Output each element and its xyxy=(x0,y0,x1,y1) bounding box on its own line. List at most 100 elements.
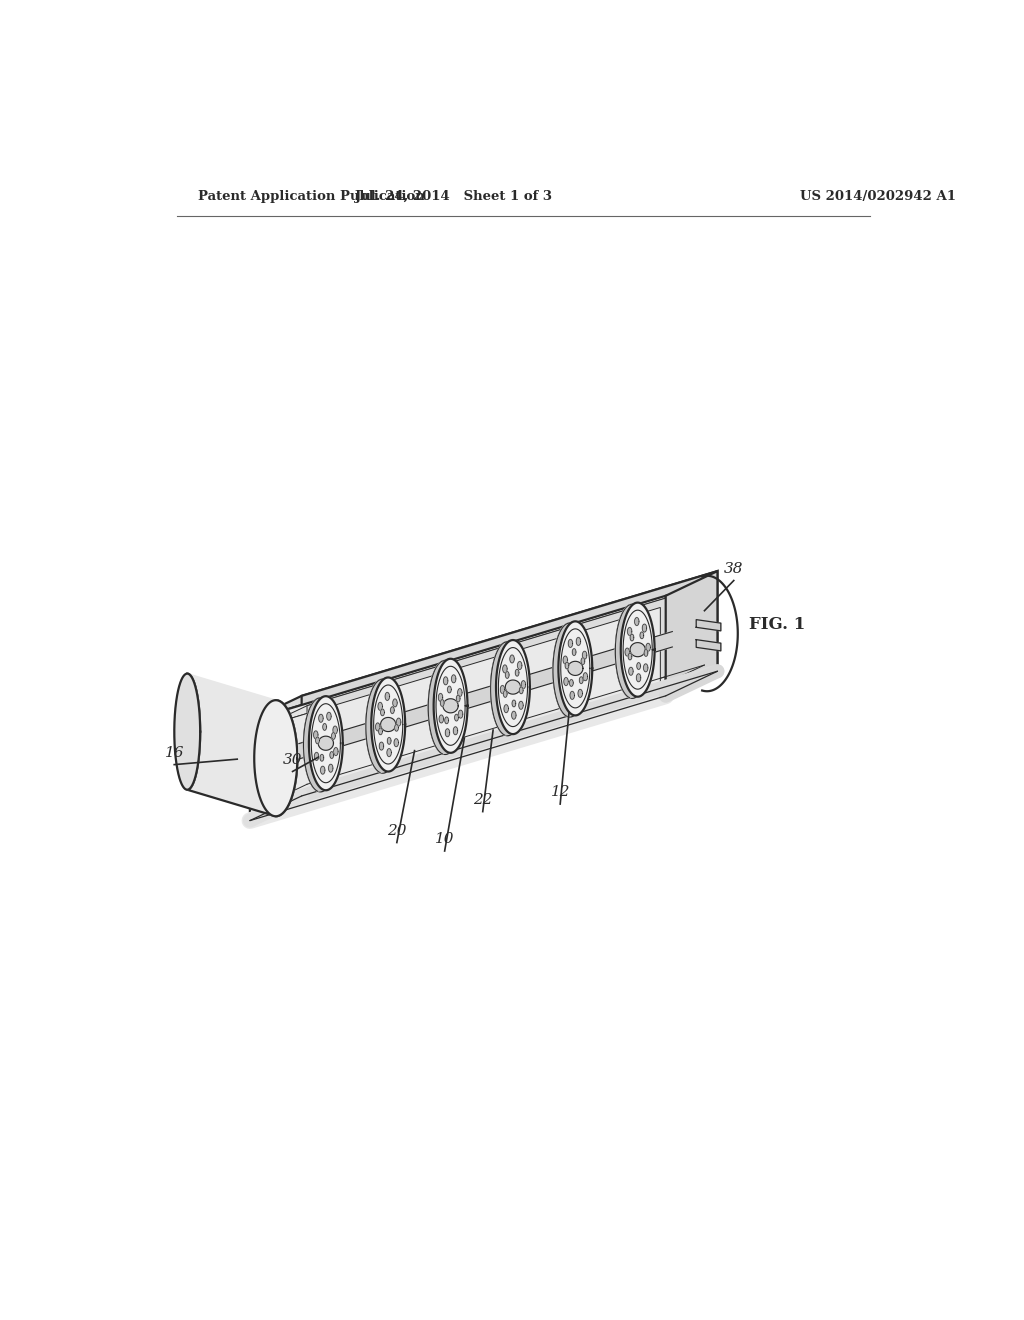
Text: 12: 12 xyxy=(551,785,570,800)
Text: 10: 10 xyxy=(435,833,455,846)
Polygon shape xyxy=(443,698,458,713)
Polygon shape xyxy=(303,697,324,791)
Polygon shape xyxy=(615,605,649,698)
Polygon shape xyxy=(321,766,325,774)
Polygon shape xyxy=(625,648,630,656)
Polygon shape xyxy=(452,675,456,682)
Polygon shape xyxy=(458,689,462,697)
Polygon shape xyxy=(321,755,324,762)
Polygon shape xyxy=(628,653,632,660)
Polygon shape xyxy=(381,718,396,731)
Polygon shape xyxy=(332,733,335,739)
Polygon shape xyxy=(640,632,644,639)
Polygon shape xyxy=(563,656,567,664)
Polygon shape xyxy=(457,696,460,702)
Polygon shape xyxy=(583,673,588,681)
Polygon shape xyxy=(263,586,705,726)
Polygon shape xyxy=(459,710,463,718)
Polygon shape xyxy=(327,713,331,721)
Polygon shape xyxy=(629,668,633,676)
Text: 30: 30 xyxy=(283,752,302,767)
Polygon shape xyxy=(187,673,297,816)
Polygon shape xyxy=(385,693,389,701)
Polygon shape xyxy=(510,655,514,663)
Polygon shape xyxy=(307,586,705,784)
Polygon shape xyxy=(621,603,654,697)
Polygon shape xyxy=(565,663,568,669)
Polygon shape xyxy=(558,622,592,715)
Polygon shape xyxy=(428,659,447,754)
Polygon shape xyxy=(376,723,380,731)
Polygon shape xyxy=(387,738,391,744)
Polygon shape xyxy=(504,690,507,697)
Polygon shape xyxy=(428,660,462,755)
Polygon shape xyxy=(490,642,524,735)
Polygon shape xyxy=(519,686,523,694)
Polygon shape xyxy=(366,678,399,774)
Text: 16: 16 xyxy=(165,746,184,760)
Text: US 2014/0202942 A1: US 2014/0202942 A1 xyxy=(801,190,956,203)
Text: 38: 38 xyxy=(724,562,743,576)
Polygon shape xyxy=(299,631,673,759)
Polygon shape xyxy=(569,680,573,686)
Polygon shape xyxy=(250,595,666,821)
Polygon shape xyxy=(454,727,458,735)
Polygon shape xyxy=(390,706,394,714)
Polygon shape xyxy=(643,664,648,672)
Polygon shape xyxy=(635,618,639,626)
Polygon shape xyxy=(318,737,334,750)
Polygon shape xyxy=(323,723,327,730)
Polygon shape xyxy=(519,701,523,709)
Polygon shape xyxy=(696,640,721,651)
Polygon shape xyxy=(570,692,574,700)
Polygon shape xyxy=(263,607,660,805)
Polygon shape xyxy=(438,693,442,701)
Polygon shape xyxy=(379,742,384,750)
Polygon shape xyxy=(174,673,200,789)
Polygon shape xyxy=(303,698,337,792)
Polygon shape xyxy=(445,729,450,737)
Polygon shape xyxy=(496,640,529,734)
Polygon shape xyxy=(433,659,468,752)
Polygon shape xyxy=(630,643,645,657)
Polygon shape xyxy=(309,696,343,791)
Polygon shape xyxy=(394,725,398,731)
Polygon shape xyxy=(366,678,386,772)
Text: FIG. 1: FIG. 1 xyxy=(750,616,806,634)
Polygon shape xyxy=(521,681,525,689)
Polygon shape xyxy=(393,698,397,708)
Polygon shape xyxy=(577,638,581,645)
Polygon shape xyxy=(329,764,333,772)
Polygon shape xyxy=(628,627,632,635)
Polygon shape xyxy=(567,661,583,676)
Polygon shape xyxy=(564,677,568,685)
Polygon shape xyxy=(515,669,519,676)
Polygon shape xyxy=(644,649,648,656)
Polygon shape xyxy=(517,661,522,669)
Polygon shape xyxy=(250,671,718,821)
Polygon shape xyxy=(666,572,718,696)
Text: 22: 22 xyxy=(473,793,493,807)
Polygon shape xyxy=(302,572,718,796)
Polygon shape xyxy=(637,663,640,669)
Text: Patent Application Publication: Patent Application Publication xyxy=(199,190,425,203)
Polygon shape xyxy=(250,572,718,721)
Polygon shape xyxy=(254,700,297,816)
Polygon shape xyxy=(443,677,447,685)
Polygon shape xyxy=(318,714,324,722)
Polygon shape xyxy=(553,623,587,717)
Polygon shape xyxy=(378,702,382,710)
Polygon shape xyxy=(314,752,318,760)
Polygon shape xyxy=(313,731,318,739)
Polygon shape xyxy=(333,726,337,734)
Polygon shape xyxy=(439,715,443,723)
Polygon shape xyxy=(572,648,575,656)
Polygon shape xyxy=(615,603,635,698)
Polygon shape xyxy=(696,619,721,631)
Polygon shape xyxy=(444,717,449,723)
Polygon shape xyxy=(553,622,572,717)
Polygon shape xyxy=(396,718,400,726)
Polygon shape xyxy=(581,657,585,664)
Polygon shape xyxy=(646,643,650,651)
Polygon shape xyxy=(440,700,444,706)
